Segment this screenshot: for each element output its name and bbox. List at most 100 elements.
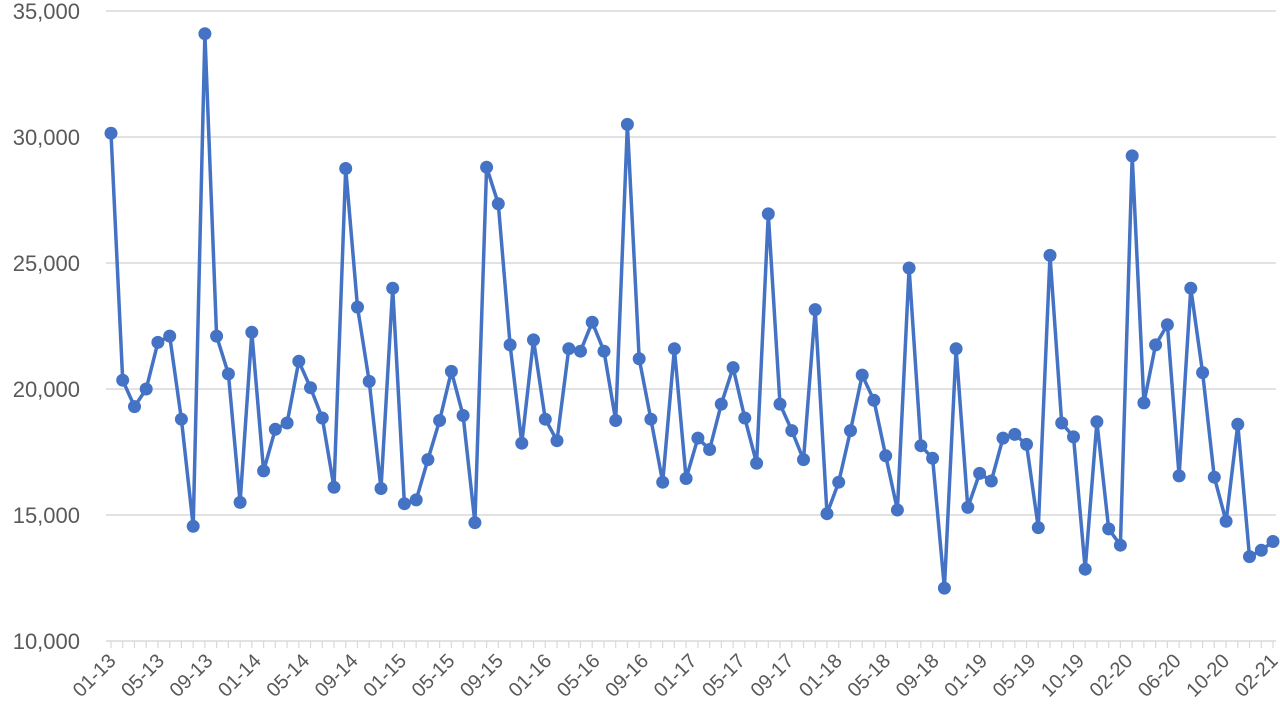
x-tick-label: 01-15 [359,650,411,702]
data-point [1266,535,1280,548]
x-tick-label: 09-16 [601,650,653,702]
data-point [128,400,141,414]
data-point [644,412,658,426]
data-point [327,480,341,494]
data-point [773,397,787,411]
series-line [109,31,1275,590]
data-point [667,342,681,356]
x-tick-label: 09-15 [456,650,508,702]
x-tick-label: 06-20 [1134,650,1186,702]
x-axis [106,640,1276,648]
data-point [527,333,540,347]
x-tick-label: 01-16 [505,650,557,702]
data-point [761,207,775,221]
data-point [1254,543,1268,557]
y-tick-label: 25,000 [13,251,80,276]
data-point [374,482,388,495]
data-point [1043,248,1057,262]
data-point [1078,562,1092,576]
data-point [433,414,447,427]
data-point [1008,427,1022,441]
data-point [421,453,435,467]
x-tick-label: 05-13 [117,650,169,702]
data-point [973,466,987,480]
x-tick-label: 09-17 [747,650,799,702]
data-point [315,411,329,425]
data-point [949,342,963,356]
x-tick-label: 02-20 [1086,650,1138,702]
data-point [726,361,740,375]
data-point [1125,149,1139,163]
data-point [961,500,975,514]
data-point [116,373,130,387]
data-point [503,338,517,352]
data-point [820,507,834,521]
x-axis-ticks: 01-1305-1309-1301-1405-1409-1401-1505-15… [69,650,1280,702]
data-point [550,434,564,448]
data-point [151,335,165,349]
x-tick-label: 09-18 [892,650,944,702]
x-tick-label: 05-16 [553,650,605,702]
y-tick-label: 10,000 [13,629,80,654]
x-tick-label: 10-20 [1182,650,1234,702]
data-point [186,519,200,533]
data-point [808,303,822,317]
data-point [1090,415,1104,429]
data-point [585,315,599,329]
data-point [914,439,928,453]
data-point [1031,521,1045,535]
x-tick-label: 05-14 [262,650,314,702]
data-point [620,117,634,131]
data-point [163,329,177,343]
data-point [902,261,916,275]
data-point [362,374,376,388]
point-layer [104,27,1280,595]
x-tick-label: 09-13 [166,650,218,702]
data-point [139,382,153,396]
data-point [609,414,623,427]
x-tick-label: 01-14 [214,650,266,702]
data-point [703,443,717,456]
data-point [491,197,505,211]
data-point [890,503,904,517]
data-point [174,412,188,426]
data-point [832,475,846,489]
data-point [233,495,247,509]
data-point [797,453,810,467]
data-point [1020,437,1033,451]
x-tick-label: 05-15 [408,650,460,702]
data-point [996,431,1010,445]
data-point [1160,318,1174,332]
data-point [1207,470,1221,484]
data-point [714,397,728,411]
data-point [480,160,494,174]
x-tick-label: 01-18 [795,650,847,702]
data-point [1055,416,1069,430]
data-point [456,409,470,422]
x-tick-label: 05-19 [989,650,1041,702]
data-point [1137,396,1151,410]
data-point [104,126,118,140]
data-point [750,456,764,470]
data-point [339,162,353,175]
data-point [386,281,400,295]
x-tick-label: 01-19 [940,650,992,702]
y-tick-label: 30,000 [13,125,80,150]
data-point [937,581,951,595]
x-tick-label: 01-13 [69,650,121,702]
data-point [304,381,317,395]
data-point [198,27,212,41]
y-tick-label: 20,000 [13,377,80,402]
data-point [879,449,893,463]
data-point [1149,338,1163,352]
y-tick-label: 35,000 [13,0,80,24]
data-point [245,325,259,339]
data-point [1219,514,1233,528]
data-point [1113,538,1127,552]
data-point [257,464,271,478]
data-point [855,368,869,382]
x-tick-label: 02-21 [1231,650,1280,702]
data-point [397,497,411,511]
data-point [738,411,752,425]
data-point [867,393,881,407]
